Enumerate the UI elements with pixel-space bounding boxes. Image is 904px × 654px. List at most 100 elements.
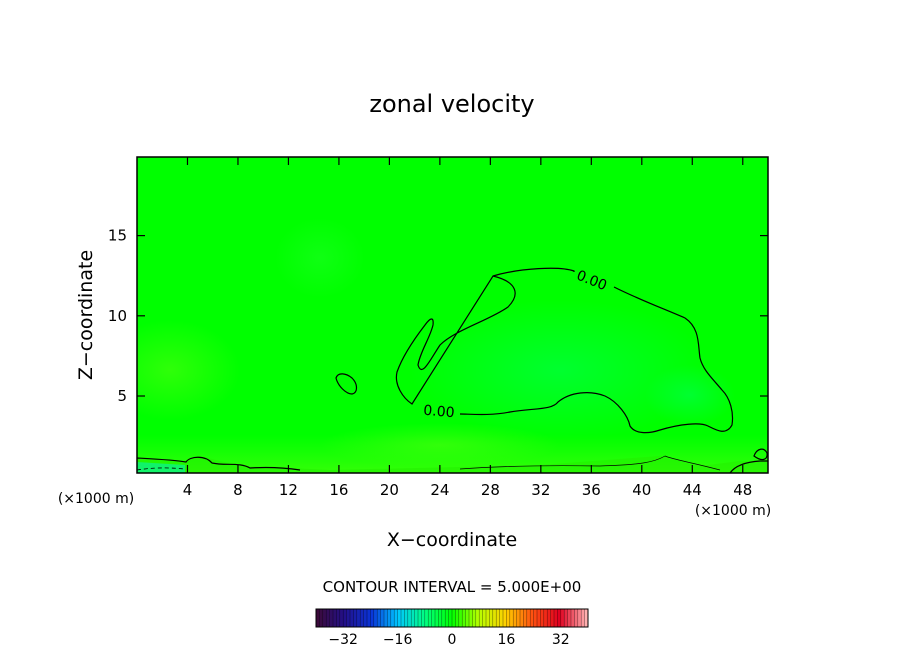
colorbar-cell bbox=[520, 609, 524, 627]
field-anomaly bbox=[410, 300, 710, 440]
x-axis: 4 8 12 16 20 24 28 32 36 40 44 48 bbox=[183, 157, 752, 499]
colorbar-cell bbox=[564, 609, 568, 627]
colorbar-cell bbox=[571, 609, 575, 627]
colorbar-cell bbox=[380, 609, 385, 627]
x-unit-left: (×1000 m) bbox=[58, 491, 134, 507]
field-anomaly bbox=[275, 218, 365, 298]
colorbar-cell bbox=[475, 609, 480, 627]
x-tick-label: 48 bbox=[733, 481, 752, 499]
colorbar-cell bbox=[526, 609, 531, 627]
colorbar-cell bbox=[516, 609, 521, 627]
y-tick-label: 15 bbox=[108, 227, 127, 245]
colorbar-cell bbox=[431, 609, 436, 627]
colorbar-cell bbox=[438, 609, 443, 627]
colorbar-cell bbox=[370, 609, 375, 627]
x-tick-label: 36 bbox=[582, 481, 601, 499]
colorbar-cell bbox=[377, 609, 381, 627]
colorbar-cell bbox=[506, 609, 511, 627]
colorbar-cell bbox=[550, 609, 555, 627]
colorbar-cell bbox=[499, 609, 504, 627]
colorbar-tick-label: 16 bbox=[497, 632, 515, 648]
x-tick-label: 32 bbox=[531, 481, 550, 499]
colorbar-cell bbox=[445, 609, 449, 627]
colorbar-cell bbox=[435, 609, 439, 627]
colorbar-cell bbox=[492, 609, 497, 627]
colorbar-cell bbox=[543, 609, 548, 627]
y-axis: 5 10 15 bbox=[108, 227, 768, 405]
colorbar-cell bbox=[404, 609, 409, 627]
colorbar-cell bbox=[448, 609, 453, 627]
field-anomaly bbox=[645, 365, 735, 425]
contour-interval-label: CONTOUR INTERVAL = 5.000E+00 bbox=[323, 578, 582, 596]
colorbar-cell bbox=[479, 609, 483, 627]
y-tick-label: 10 bbox=[108, 307, 127, 325]
colorbar-tick-label: −32 bbox=[328, 632, 358, 648]
zero-contour-small bbox=[335, 373, 358, 395]
colorbar-cell bbox=[387, 609, 392, 627]
colorbar-frame bbox=[315, 608, 589, 628]
x-tick-label: 8 bbox=[233, 481, 243, 499]
colorbar-cell bbox=[540, 609, 545, 627]
colorbar-cell bbox=[339, 609, 344, 627]
x-tick-label: 20 bbox=[380, 481, 399, 499]
colorbar-cell bbox=[567, 609, 572, 627]
colorbar-cell bbox=[584, 609, 589, 627]
colorbar-cell bbox=[346, 609, 351, 627]
colorbar-cell bbox=[394, 609, 398, 627]
y-axis-label: Z−coordinate bbox=[75, 250, 97, 380]
x-unit-right: (×1000 m) bbox=[695, 503, 771, 519]
field-anomaly bbox=[137, 320, 240, 420]
colorbar-cell bbox=[482, 609, 487, 627]
colorbar-cell bbox=[411, 609, 415, 627]
colorbar-cell bbox=[489, 609, 494, 627]
colorbar-cell bbox=[350, 609, 354, 627]
colorbar-tick-label: −16 bbox=[383, 632, 413, 648]
colorbar-cell bbox=[513, 609, 517, 627]
plot-area bbox=[137, 157, 768, 473]
colorbar-cell bbox=[458, 609, 463, 627]
colorbar-cell bbox=[353, 609, 358, 627]
colorbar-cell bbox=[322, 609, 327, 627]
colorbar-cell bbox=[455, 609, 460, 627]
colorbar-cell bbox=[557, 609, 562, 627]
colorbar-cell bbox=[390, 609, 395, 627]
colorbar-tick-label: 0 bbox=[448, 632, 457, 648]
colorbar-cell bbox=[530, 609, 534, 627]
colorbar-cell bbox=[367, 609, 371, 627]
contour-lines bbox=[137, 267, 768, 473]
x-tick-label: 4 bbox=[183, 481, 193, 499]
colorbar-cell bbox=[343, 609, 347, 627]
colorbar-cell bbox=[452, 609, 456, 627]
colorbar-cell bbox=[397, 609, 402, 627]
colorbar-cell bbox=[356, 609, 361, 627]
colorbar-cell bbox=[469, 609, 473, 627]
colorbar: −32 −16 0 16 32 bbox=[315, 608, 589, 648]
negative-contour-bottom-left bbox=[137, 467, 186, 471]
colorbar-cell bbox=[560, 609, 565, 627]
x-tick-label: 44 bbox=[683, 481, 702, 499]
contour-label: 0.00 bbox=[423, 403, 455, 422]
chart-title: zonal velocity bbox=[369, 90, 534, 118]
zero-contour-bottom-right bbox=[729, 460, 768, 473]
colorbar-cell bbox=[329, 609, 334, 627]
colorbar-cell bbox=[316, 609, 320, 627]
colorbar-cell bbox=[462, 609, 466, 627]
x-tick-label: 24 bbox=[430, 481, 449, 499]
colorbar-cell bbox=[537, 609, 541, 627]
colorbar-cell bbox=[486, 609, 490, 627]
colorbar-tick-label: 32 bbox=[552, 632, 570, 648]
colorbar-cell bbox=[509, 609, 514, 627]
colorbar-cell bbox=[401, 609, 405, 627]
colorbar-cell bbox=[496, 609, 500, 627]
colorbar-cell bbox=[421, 609, 426, 627]
colorbar-cell bbox=[414, 609, 419, 627]
field-surface-low bbox=[137, 462, 185, 473]
x-axis-label: X−coordinate bbox=[387, 529, 517, 551]
colorbar-cell bbox=[523, 609, 528, 627]
colorbar-cell bbox=[441, 609, 446, 627]
colorbar-cell bbox=[319, 609, 324, 627]
x-tick-label: 12 bbox=[279, 481, 298, 499]
colorbar-cell bbox=[407, 609, 412, 627]
x-tick-label: 16 bbox=[329, 481, 348, 499]
